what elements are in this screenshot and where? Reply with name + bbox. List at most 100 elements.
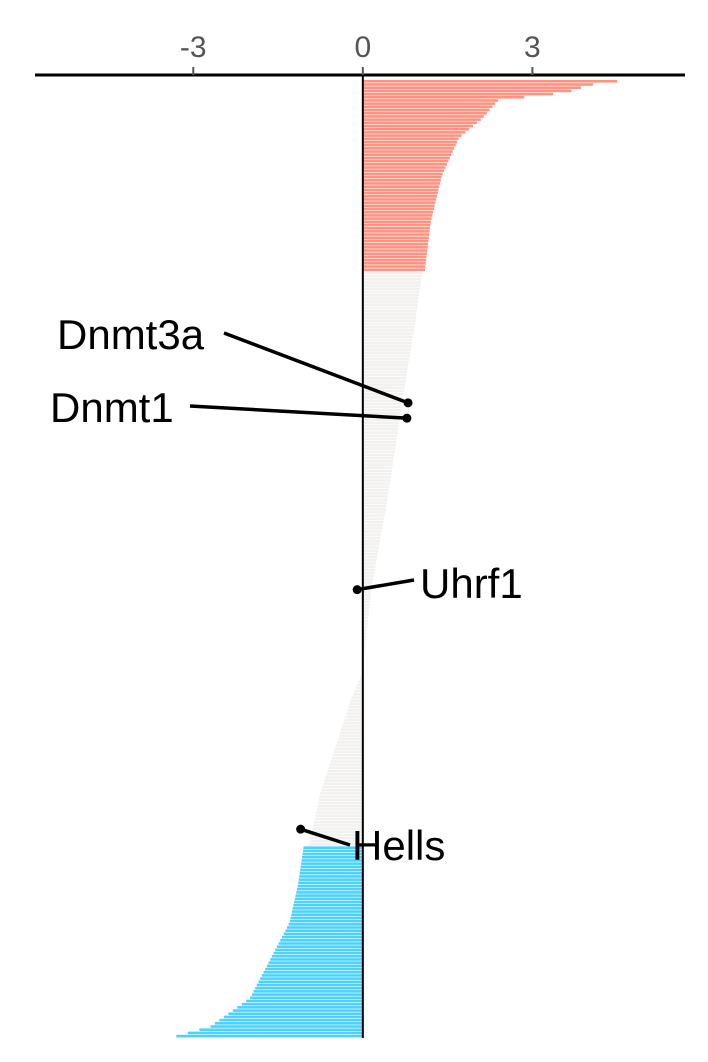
bar — [321, 788, 363, 792]
bar — [362, 143, 456, 147]
bar — [256, 983, 363, 987]
bar — [362, 262, 426, 265]
bar — [260, 977, 363, 980]
bar — [362, 188, 439, 192]
bar — [362, 182, 441, 185]
bar — [362, 246, 428, 249]
bar — [362, 488, 389, 492]
bar — [362, 198, 437, 201]
bar — [362, 268, 425, 271]
bar — [362, 405, 402, 409]
bar — [362, 418, 400, 422]
bar — [283, 932, 363, 936]
bar — [362, 191, 438, 195]
bar — [362, 201, 436, 204]
bar — [362, 428, 399, 431]
bar — [362, 536, 381, 540]
bar — [362, 507, 386, 511]
bar — [258, 980, 363, 984]
bar — [314, 817, 363, 821]
bar — [316, 811, 363, 814]
bar — [362, 380, 406, 383]
annotation-point — [403, 398, 413, 408]
bar — [362, 258, 427, 262]
bar — [362, 437, 397, 441]
bar — [289, 919, 363, 923]
bar — [362, 549, 379, 553]
bar — [276, 945, 363, 948]
bar — [362, 332, 414, 335]
bar — [362, 626, 368, 629]
x-axis-ticks: -3 0 3 — [180, 31, 541, 75]
bar — [342, 725, 363, 728]
bar — [324, 779, 363, 782]
bar — [362, 348, 411, 351]
bar — [362, 166, 446, 169]
bar — [348, 705, 363, 709]
bar — [362, 491, 389, 495]
bar — [362, 421, 400, 425]
bar — [362, 533, 382, 537]
bar — [362, 108, 490, 112]
bar — [362, 645, 366, 648]
bar — [362, 622, 368, 626]
bar — [241, 1002, 363, 1006]
bar — [340, 731, 363, 735]
bar — [300, 868, 363, 872]
gene-annotations: Dnmt3a Dnmt1 Uhrf1 Hells — [50, 311, 523, 869]
bar — [362, 169, 445, 173]
bar — [265, 967, 363, 971]
bar — [362, 460, 394, 463]
bar — [362, 475, 391, 479]
bar — [318, 798, 363, 802]
bar — [362, 105, 493, 109]
bar — [362, 447, 396, 450]
bar — [362, 134, 462, 137]
x-tick-label: -3 — [180, 31, 207, 64]
bar — [332, 753, 363, 757]
bar — [251, 993, 363, 996]
bar — [280, 939, 363, 942]
bar — [362, 214, 433, 217]
bar — [338, 737, 363, 741]
bar — [187, 1031, 363, 1035]
bar — [362, 313, 417, 316]
bar — [296, 891, 363, 894]
bar — [354, 689, 363, 693]
bar — [326, 772, 363, 776]
bar — [347, 709, 363, 712]
bar — [261, 974, 363, 977]
bar — [362, 610, 369, 613]
bar — [362, 603, 370, 607]
bar — [362, 185, 440, 188]
bar — [263, 970, 363, 974]
bar — [362, 399, 403, 402]
bar — [362, 156, 450, 160]
bar — [223, 1015, 363, 1019]
bar — [362, 322, 415, 326]
bar — [355, 686, 363, 690]
bar — [362, 578, 374, 581]
bar — [362, 293, 419, 297]
bar — [320, 792, 363, 795]
bar — [362, 309, 417, 313]
bar — [362, 527, 383, 530]
bar — [362, 83, 594, 86]
bar — [328, 766, 363, 770]
bar — [362, 642, 366, 645]
bar — [362, 115, 484, 118]
bar — [335, 744, 363, 747]
bar — [362, 517, 384, 521]
bar — [362, 619, 368, 623]
bar — [301, 862, 363, 865]
bar — [309, 843, 363, 846]
bar — [270, 958, 363, 961]
bar — [362, 220, 431, 224]
bar — [362, 242, 429, 246]
bar — [362, 600, 371, 604]
annotation-leader-line — [300, 827, 351, 847]
bar — [266, 964, 363, 968]
bar — [362, 584, 372, 588]
bar — [299, 875, 363, 878]
bar — [362, 408, 402, 412]
